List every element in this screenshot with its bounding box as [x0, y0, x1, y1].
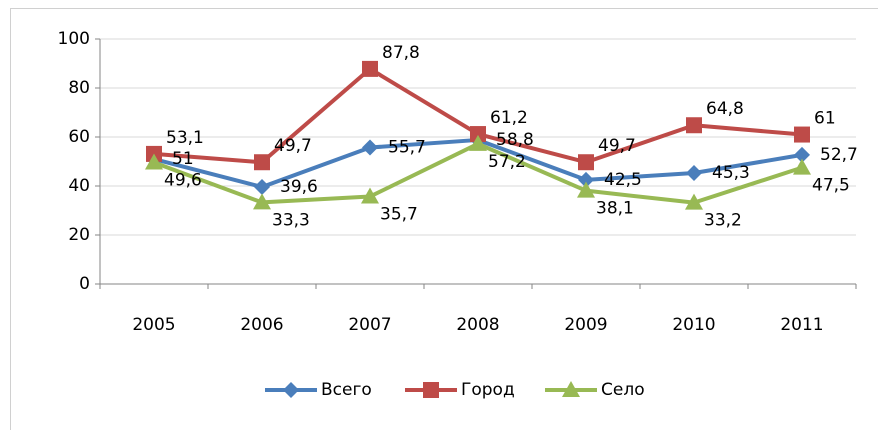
legend-marker — [562, 381, 580, 397]
x-tick-label: 2006 — [240, 315, 283, 335]
data-label: 33,3 — [272, 210, 310, 230]
data-point — [686, 165, 702, 182]
legend-label: Село — [601, 380, 645, 400]
data-label: 45,3 — [712, 163, 750, 183]
data-label: 61 — [814, 109, 836, 129]
y-tick-label: 100 — [58, 29, 90, 49]
data-label: 42,5 — [604, 170, 642, 190]
data-point — [794, 126, 810, 143]
x-tick-label: 2010 — [672, 315, 715, 335]
legend-marker — [423, 382, 439, 398]
y-tick-label: 20 — [68, 225, 90, 245]
data-label: 38,1 — [596, 199, 634, 219]
data-point — [578, 171, 594, 188]
data-point — [254, 178, 270, 195]
data-label: 35,7 — [380, 205, 418, 225]
data-label: 52,7 — [820, 145, 858, 165]
x-tick-label: 2007 — [348, 315, 391, 335]
data-point — [793, 158, 811, 175]
data-point — [253, 193, 271, 210]
data-label: 33,2 — [704, 211, 742, 231]
data-label: 49,6 — [164, 170, 202, 190]
y-tick-label: 80 — [68, 78, 90, 98]
data-point — [685, 193, 703, 210]
data-point — [145, 153, 163, 170]
legend-label: Всего — [321, 380, 372, 400]
legend-label: Город — [461, 380, 515, 400]
data-point — [361, 187, 379, 204]
data-point — [469, 134, 487, 151]
y-tick-label: 60 — [68, 127, 90, 147]
data-label: 49,7 — [598, 136, 636, 156]
data-label: 55,7 — [388, 138, 426, 158]
data-point — [470, 126, 486, 143]
data-point — [686, 117, 702, 134]
x-tick-label: 2008 — [456, 315, 499, 335]
data-label: 61,2 — [490, 108, 528, 128]
legend-marker — [283, 382, 299, 398]
x-tick-label: 2011 — [780, 315, 823, 335]
data-label: 64,8 — [706, 99, 744, 119]
y-tick-label: 40 — [68, 176, 90, 196]
y-tick-label: 0 — [79, 274, 90, 294]
chart-frame — [10, 8, 878, 430]
x-tick-label: 2009 — [564, 315, 607, 335]
data-label: 47,5 — [812, 176, 850, 196]
data-point — [578, 154, 594, 171]
series-line — [153, 141, 803, 205]
data-label: 58,8 — [496, 130, 534, 150]
data-label: 57,2 — [488, 152, 526, 172]
data-point — [362, 60, 378, 77]
data-point — [362, 139, 378, 156]
data-label: 39,6 — [280, 177, 318, 197]
data-point — [794, 146, 810, 163]
x-tick-label: 2005 — [132, 315, 175, 335]
data-label: 51 — [172, 149, 194, 169]
data-label: 87,8 — [382, 43, 420, 63]
data-label: 49,7 — [274, 136, 312, 156]
data-label: 53,1 — [166, 128, 204, 148]
data-point — [254, 154, 270, 171]
data-point — [577, 181, 595, 198]
